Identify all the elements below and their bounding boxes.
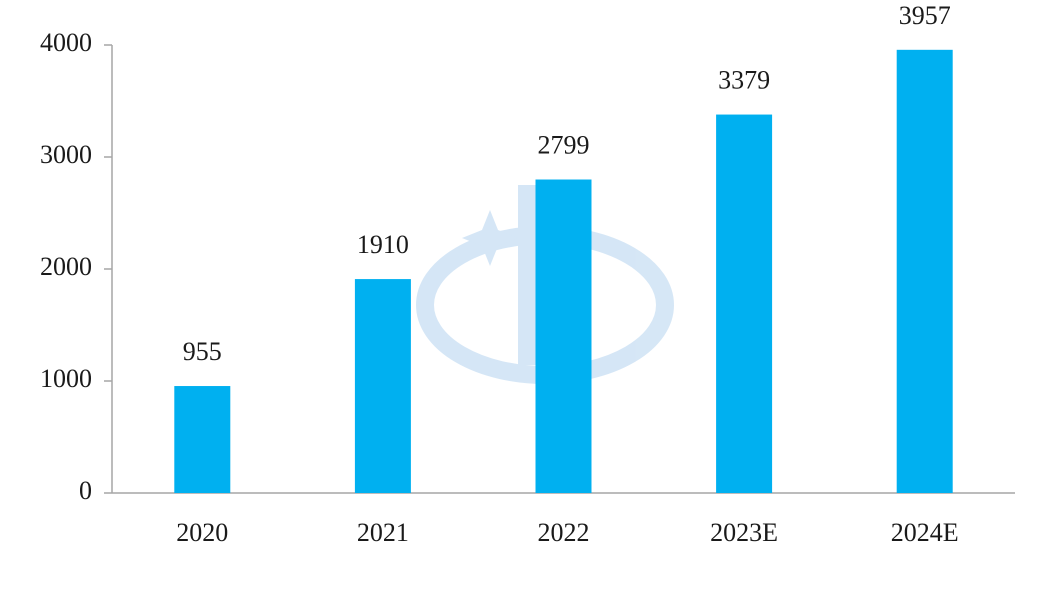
value-label: 3379 — [718, 66, 770, 95]
y-tick-label: 4000 — [40, 28, 92, 57]
bar — [354, 279, 411, 493]
watermark-bar — [518, 185, 540, 365]
value-label: 2799 — [538, 130, 590, 159]
y-tick-label: 0 — [79, 476, 92, 505]
x-tick-label: 2020 — [176, 518, 228, 547]
x-tick-label: 2024E — [891, 518, 959, 547]
bar — [716, 114, 773, 493]
value-label: 3957 — [899, 1, 951, 30]
x-tick-label: 2022 — [538, 518, 590, 547]
x-tick-label: 2023E — [710, 518, 778, 547]
y-tick-label: 2000 — [40, 252, 92, 281]
y-tick-label: 3000 — [40, 140, 92, 169]
bar — [535, 179, 592, 493]
bar — [174, 386, 231, 493]
bar — [896, 49, 953, 493]
x-tick-label: 2021 — [357, 518, 409, 547]
value-label: 1910 — [357, 230, 409, 259]
value-label: 955 — [183, 337, 222, 366]
y-tick-label: 1000 — [40, 364, 92, 393]
watermark-star — [462, 210, 518, 266]
